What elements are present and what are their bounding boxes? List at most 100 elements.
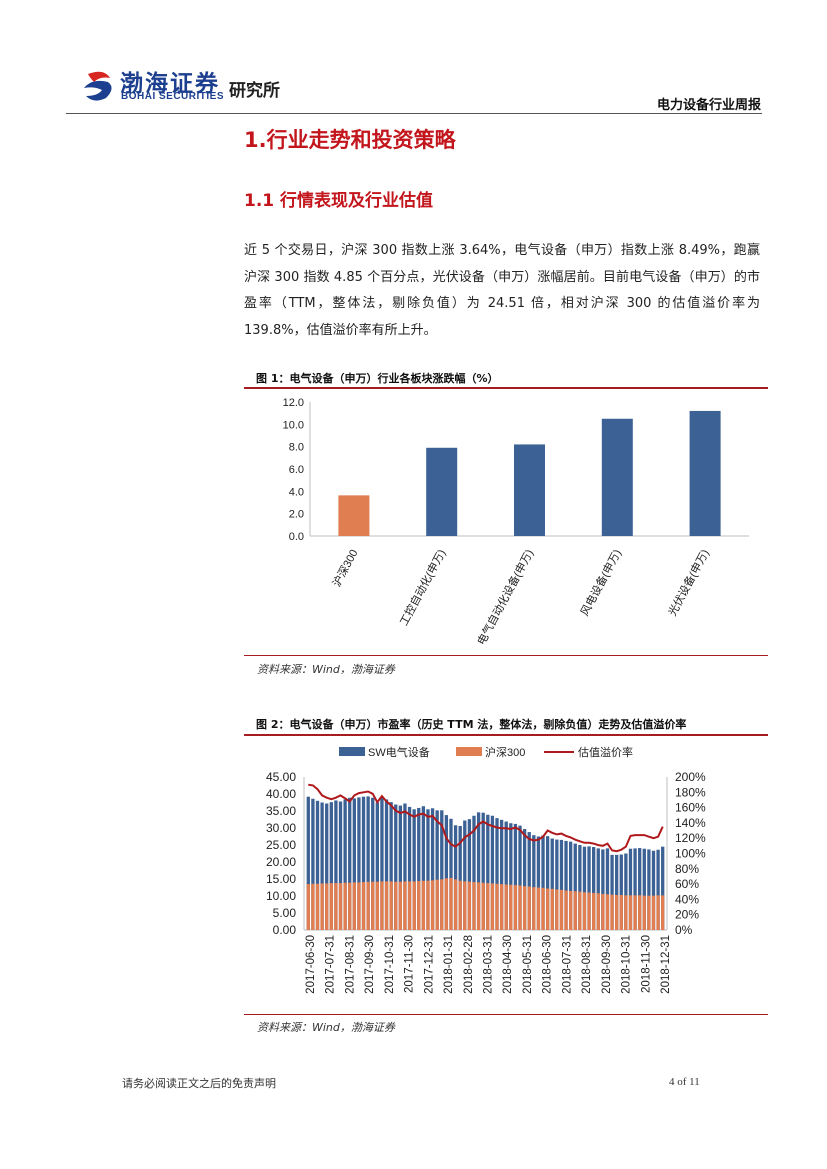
- bar-hs300: [458, 880, 462, 930]
- bar-hs300: [407, 881, 412, 930]
- bar-sw: [449, 818, 453, 930]
- bar: [601, 418, 633, 536]
- bar-sw: [463, 820, 467, 930]
- bar-hs300: [601, 893, 605, 930]
- bar-hs300: [412, 881, 416, 930]
- bar-hs300: [638, 895, 642, 930]
- bar-sw: [605, 848, 610, 930]
- x-tick-label: 2018-05-31: [522, 935, 534, 994]
- bar-hs300: [619, 894, 623, 930]
- bar-hs300: [352, 882, 356, 930]
- x-tick-label: 2018-04-30: [502, 935, 514, 994]
- x-tick-label: 2018-02-28: [463, 935, 475, 994]
- section-title: 1.行业走势和投资策略: [244, 128, 456, 152]
- bar-sw: [545, 836, 550, 930]
- bar-hs300: [573, 891, 577, 930]
- bar-hs300: [421, 880, 426, 930]
- x-category-label: 光伏设备(申万): [665, 547, 712, 618]
- left-tick-label: 30.00: [266, 821, 296, 835]
- figure2-source: 资料来源：Wind，渤海证券: [257, 1021, 395, 1034]
- footer-disclaimer: 请务必阅读正文之后的免责声明: [122, 1077, 276, 1090]
- bar-sw: [306, 796, 310, 930]
- y-tick-label: 4.0: [289, 486, 304, 498]
- bar-sw: [476, 812, 481, 930]
- x-tick-label: 2018-10-31: [621, 935, 633, 994]
- bar-hs300: [545, 888, 550, 930]
- bar-sw: [509, 823, 513, 930]
- bar-hs300: [463, 881, 467, 930]
- legend-label-sw: SW电气设备: [368, 745, 430, 759]
- right-tick-label: 20%: [675, 908, 699, 922]
- bar-sw: [380, 796, 384, 930]
- bar-hs300: [348, 882, 352, 930]
- bar-hs300: [486, 883, 490, 930]
- bar-hs300: [555, 889, 559, 930]
- bar-sw: [329, 802, 333, 930]
- legend-swatch-sw: [339, 747, 365, 756]
- bar-hs300: [329, 883, 333, 930]
- bar-hs300: [361, 882, 366, 930]
- legend-swatch-hs300: [456, 747, 482, 756]
- bar-hs300: [338, 883, 343, 930]
- logo-chinese-name: 渤海证券: [120, 70, 220, 97]
- bar-sw: [407, 806, 412, 930]
- right-tick-label: 80%: [675, 862, 699, 876]
- bar-sw: [320, 802, 324, 930]
- bar-hs300: [559, 889, 564, 930]
- x-category-label: 风电设备(申万): [577, 547, 624, 618]
- bar-hs300: [315, 883, 320, 930]
- subsection-title: 1.1 行情表现及行业估值: [244, 191, 434, 211]
- bar-sw: [458, 825, 462, 930]
- x-category-label: 沪深300: [329, 547, 360, 589]
- bar-hs300: [426, 880, 430, 930]
- bar-hs300: [624, 895, 628, 930]
- bar-sw: [357, 797, 361, 930]
- bar-sw: [398, 805, 403, 930]
- bar-hs300: [647, 895, 651, 930]
- x-tick-label: 2017-11-30: [404, 935, 416, 993]
- bar-hs300: [596, 893, 600, 930]
- y-tick-label: 12.0: [283, 397, 304, 409]
- bar-sw: [601, 849, 605, 930]
- legend-label-premium: 估值溢价率: [578, 745, 633, 759]
- bar-hs300: [389, 881, 393, 930]
- bar-sw: [467, 819, 472, 930]
- y-tick-label: 10.0: [283, 419, 304, 431]
- x-tick-label: 2017-08-31: [344, 935, 356, 994]
- bar-sw: [582, 846, 587, 930]
- y-tick-label: 8.0: [289, 442, 304, 454]
- left-tick-label: 40.00: [266, 787, 296, 801]
- bar-sw: [504, 821, 508, 930]
- bar-hs300: [343, 882, 347, 930]
- bar-hs300: [568, 890, 573, 930]
- bar-hs300: [518, 885, 522, 930]
- bar-sw: [615, 854, 619, 930]
- bar: [338, 495, 370, 536]
- bar-hs300: [371, 881, 375, 930]
- bar-sw: [624, 853, 628, 930]
- bar-hs300: [582, 892, 587, 930]
- bar-hs300: [334, 883, 338, 930]
- bar-sw: [596, 848, 600, 930]
- bar-sw: [430, 808, 435, 930]
- bar-sw: [527, 832, 531, 930]
- bar-sw: [578, 845, 582, 930]
- bar-hs300: [366, 881, 370, 930]
- bar-hs300: [592, 892, 596, 930]
- bar-hs300: [522, 886, 527, 930]
- left-tick-label: 5.00: [273, 906, 297, 920]
- page-number: 4 of 11: [669, 1076, 700, 1088]
- figure1-title: 图 1：电气设备（申万）行业各板块涨跌幅（%）: [256, 372, 499, 385]
- bar-sw: [440, 810, 444, 930]
- bar-sw: [389, 802, 393, 930]
- bar-hs300: [398, 881, 403, 930]
- bar-hs300: [527, 886, 531, 930]
- bar-sw: [550, 838, 554, 930]
- right-tick-label: 40%: [675, 892, 699, 906]
- bar-sw: [610, 854, 614, 930]
- bar-hs300: [532, 887, 536, 930]
- bar-sw: [573, 843, 577, 930]
- bar-sw: [555, 839, 559, 930]
- bar-sw: [559, 839, 564, 930]
- bar-hs300: [320, 883, 324, 930]
